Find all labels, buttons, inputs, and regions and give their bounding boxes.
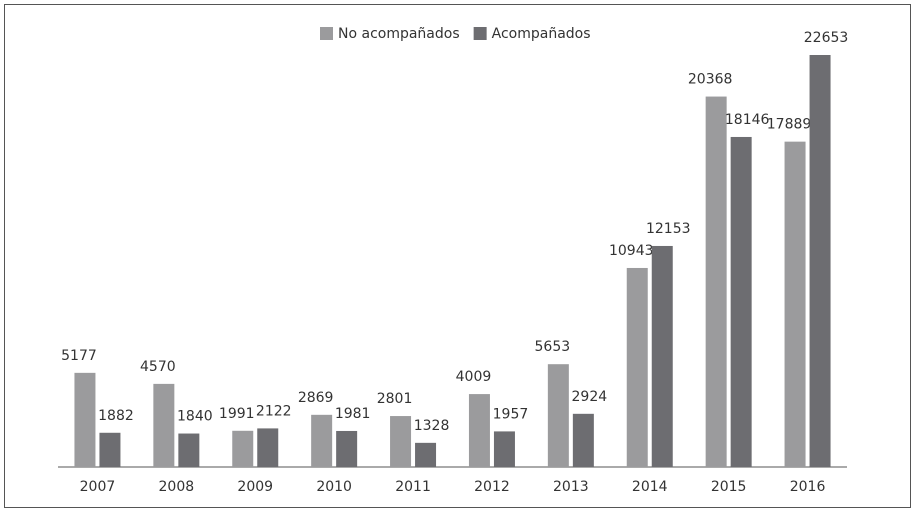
legend-label: No acompañados	[338, 26, 460, 42]
value-label: 5177	[61, 348, 97, 364]
bar	[809, 55, 831, 467]
bar	[705, 96, 727, 468]
bar	[415, 442, 437, 467]
frame	[4, 4, 911, 508]
x-tick-label: 2009	[237, 479, 273, 495]
bar	[547, 364, 569, 467]
bar	[99, 432, 121, 467]
bar	[311, 414, 333, 467]
value-label: 22653	[804, 30, 849, 46]
x-tick-label: 2011	[395, 479, 431, 495]
value-label: 2801	[377, 391, 413, 407]
bar	[730, 136, 752, 468]
value-label: 1328	[414, 418, 450, 434]
x-tick-label: 2013	[553, 479, 589, 495]
bar	[74, 372, 96, 467]
value-label: 17889	[767, 117, 812, 133]
legend-swatch	[320, 27, 333, 40]
x-tick-label: 2007	[80, 479, 116, 495]
x-tick-label: 2012	[474, 479, 510, 495]
value-label: 20368	[688, 72, 733, 88]
value-label: 2869	[298, 390, 334, 406]
bar	[651, 245, 673, 467]
value-label: 4009	[456, 369, 492, 385]
value-label: 18146	[725, 112, 770, 128]
bar	[257, 428, 279, 467]
bar	[468, 394, 490, 467]
legend-label: Acompañados	[492, 26, 591, 42]
bar	[336, 430, 358, 467]
x-tick-label: 2014	[632, 479, 668, 495]
bar	[390, 416, 412, 467]
x-tick-label: 2015	[711, 479, 747, 495]
bar	[784, 141, 806, 467]
value-label: 2924	[572, 389, 608, 405]
value-label: 2122	[256, 403, 292, 419]
value-label: 1882	[98, 408, 134, 424]
bar	[493, 431, 515, 467]
legend-swatch	[473, 27, 487, 40]
value-label: 10943	[609, 243, 654, 259]
bar	[232, 430, 254, 467]
bar	[572, 413, 594, 467]
value-label: 4570	[140, 359, 176, 375]
x-tick-label: 2008	[159, 479, 195, 495]
value-label: 12153	[646, 221, 691, 237]
bar	[626, 267, 648, 467]
bar	[178, 433, 200, 467]
x-tick-label: 2010	[316, 479, 352, 495]
value-label: 1840	[177, 409, 213, 425]
value-label: 1981	[335, 406, 371, 422]
value-label: 1991	[219, 406, 255, 422]
x-tick-label: 2016	[790, 479, 826, 495]
bar	[153, 383, 175, 467]
value-label: 1957	[493, 406, 529, 422]
value-label: 5653	[535, 339, 571, 355]
